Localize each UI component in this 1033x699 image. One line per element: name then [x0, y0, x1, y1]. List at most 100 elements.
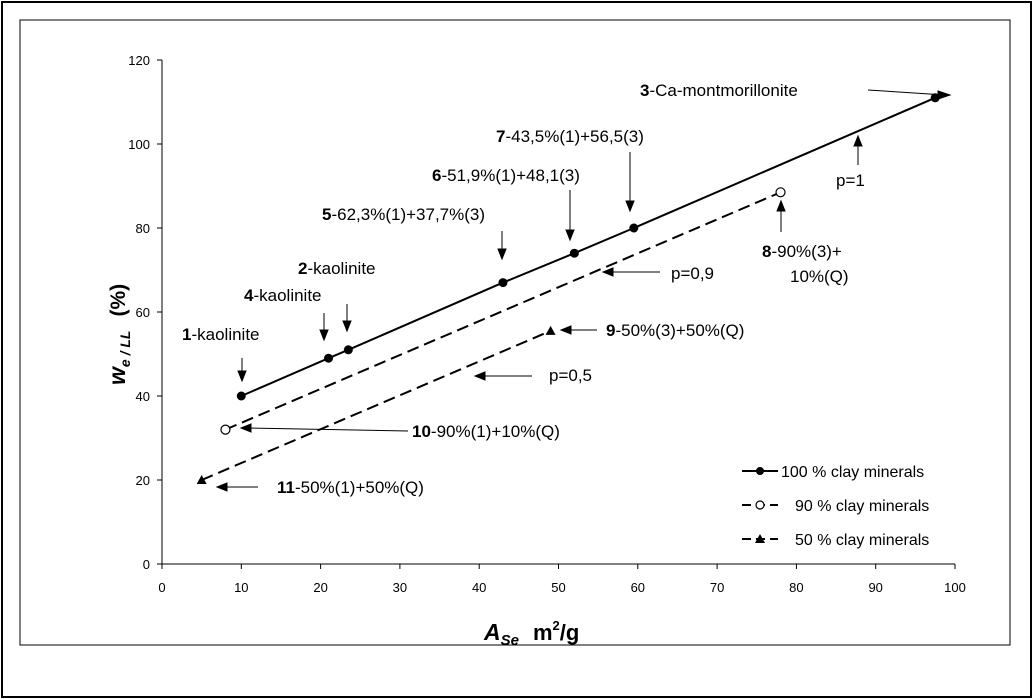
- annotation-8-id: 8: [762, 242, 771, 261]
- x-tick-label: 60: [631, 580, 645, 595]
- annotation-3-id: 3: [640, 81, 649, 100]
- x-tick-label: 40: [472, 580, 486, 595]
- annotation-9: 9-50%(3)+50%(Q): [606, 321, 744, 340]
- annotation-8-line2: 10%(Q): [790, 267, 849, 286]
- arrowhead-11: [215, 482, 228, 492]
- x-tick-label: 10: [234, 580, 248, 595]
- annotation-6-id: 6: [432, 166, 441, 185]
- annotation-4: 4-kaolinite: [244, 286, 322, 305]
- data-point: [545, 325, 556, 335]
- annotation-10-text: -90%(1)+10%(Q): [431, 422, 560, 441]
- annotation-11: 11-50%(1)+50%(Q): [277, 478, 424, 497]
- data-point: [930, 93, 940, 103]
- legend-label-90: 90 % clay minerals: [795, 498, 929, 515]
- arrowhead-1: [237, 370, 247, 383]
- x-tick-label: 30: [393, 580, 407, 595]
- data-point: [220, 424, 231, 435]
- y-axis-title: we / LL (%): [104, 284, 133, 385]
- x-axis-title: ASe m2/g: [483, 618, 579, 649]
- x-tick-label: 80: [789, 580, 803, 595]
- y-tick-label: 40: [136, 389, 150, 404]
- annotation-2-text: -kaolinite: [307, 259, 375, 278]
- annotation-11-text: -50%(1)+50%(Q): [295, 478, 424, 497]
- annotation-9-text: -50%(3)+50%(Q): [615, 321, 744, 340]
- y-tick-label: 100: [128, 137, 150, 152]
- label-p1: p=1: [836, 171, 865, 190]
- annotation-8-text: -90%(3)+: [771, 242, 841, 261]
- arrowhead-6: [565, 229, 575, 242]
- x-tick-label: 0: [158, 580, 165, 595]
- annotation-7-id: 7: [496, 127, 505, 146]
- annotation-5-id: 5: [322, 205, 331, 224]
- annotation-6-text: -51,9%(1)+48,1(3): [441, 166, 579, 185]
- data-point: [629, 223, 639, 233]
- legend-marker-90: [755, 500, 765, 510]
- annotation-7-text: -43,5%(1)+56,5(3): [505, 127, 643, 146]
- arrowhead-3: [937, 90, 952, 100]
- arrowhead-5: [497, 248, 507, 261]
- y-title-unit: (%): [107, 284, 130, 317]
- arrowhead-7: [625, 200, 635, 213]
- annotation-1: 1-kaolinite: [182, 325, 260, 344]
- data-point: [324, 353, 334, 363]
- annotation-7: 7-43,5%(1)+56,5(3): [496, 127, 644, 146]
- y-tick-label: 60: [136, 305, 150, 320]
- arrowhead-p1: [853, 134, 863, 147]
- x-tick-label: 90: [868, 580, 882, 595]
- x-tick-label: 100: [944, 580, 966, 595]
- annotation-2: 2-kaolinite: [298, 259, 376, 278]
- arrowhead-2: [342, 320, 352, 333]
- y-title-sub: e / LL: [117, 331, 133, 368]
- ticks: 0 10 20 30 40 50 60 70 80 90 100 0 20 40 60 80 100 120: [128, 53, 966, 595]
- series-group: [196, 93, 940, 484]
- legend: 100 % clay minerals 90 % clay minerals 5…: [742, 464, 929, 549]
- y-title-main: w: [104, 365, 130, 385]
- annotation-1-id: 1: [182, 325, 191, 344]
- annotation-6: 6-51,9%(1)+48,1(3): [432, 166, 580, 185]
- arrowhead-8: [776, 199, 786, 212]
- data-point: [196, 475, 207, 484]
- y-tick-label: 80: [136, 221, 150, 236]
- data-point: [569, 248, 579, 258]
- arrow-3: [867, 89, 946, 96]
- annotation-1-text: -kaolinite: [191, 325, 259, 344]
- label-p05: p=0,5: [549, 366, 592, 385]
- legend-label-100: 100 % clay minerals: [781, 464, 924, 481]
- chart-area-frame: [19, 19, 1011, 646]
- arrowhead-10: [239, 423, 252, 433]
- x-title-unit-sup: 2: [553, 618, 560, 633]
- annotations: 1-kaolinite 4-kaolinite 2-kaolinite 5-62…: [182, 81, 865, 497]
- data-point: [775, 187, 786, 198]
- series-line-1: [225, 191, 781, 431]
- legend-marker-50: [755, 534, 765, 543]
- arrowhead-9: [559, 325, 572, 335]
- annotation-11-id: 11: [277, 478, 295, 497]
- data-point: [236, 391, 246, 401]
- annotation-4-id: 4: [244, 286, 254, 305]
- annotation-10: 10-90%(1)+10%(Q): [412, 422, 560, 441]
- annotation-5: 5-62,3%(1)+37,7%(3): [322, 205, 485, 224]
- x-tick-label: 50: [551, 580, 565, 595]
- annotation-8: 8-90%(3)+: [762, 242, 842, 261]
- y-tick-label: 120: [128, 53, 150, 68]
- data-point: [498, 278, 508, 288]
- y-tick-label: 20: [136, 473, 150, 488]
- annotation-4-text: -kaolinite: [253, 286, 321, 305]
- x-title-main: A: [483, 619, 501, 645]
- annotation-5-text: -62,3%(1)+37,7%(3): [331, 205, 485, 224]
- annotation-arrows: [215, 89, 952, 492]
- arrow-10: [245, 427, 409, 432]
- series-line-2: [201, 329, 551, 481]
- data-point: [343, 345, 353, 355]
- x-tick-label: 20: [313, 580, 327, 595]
- annotation-9-id: 9: [606, 321, 615, 340]
- x-title-unit-tail: /g: [560, 620, 580, 645]
- annotation-10-id: 10: [412, 422, 431, 441]
- arrowhead-4: [319, 329, 329, 342]
- x-title-unit: m: [533, 620, 553, 645]
- arrowhead-p05: [473, 371, 486, 381]
- annotation-2-id: 2: [298, 259, 307, 278]
- legend-label-50: 50 % clay minerals: [795, 532, 929, 549]
- x-tick-label: 70: [710, 580, 724, 595]
